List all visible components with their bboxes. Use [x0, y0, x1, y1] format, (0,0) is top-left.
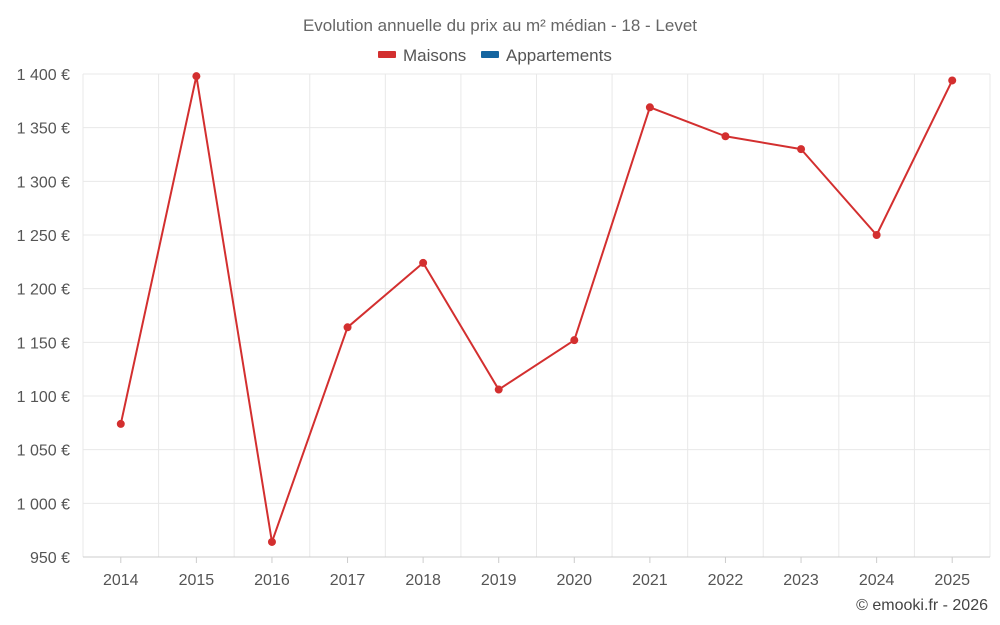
- credit-text: © emooki.fr - 2026: [856, 597, 988, 614]
- legend-label-maisons: Maisons: [403, 46, 466, 65]
- y-tick-label: 950 €: [30, 550, 70, 567]
- grid: [82, 73, 991, 557]
- data-point-maisons[interactable]: [797, 145, 806, 154]
- legend-swatch-maisons: [378, 51, 396, 58]
- data-point-maisons[interactable]: [343, 323, 352, 332]
- x-tick-label: 2015: [179, 572, 215, 589]
- legend-item-appartements[interactable]: Appartements: [481, 46, 612, 65]
- data-point-maisons[interactable]: [267, 537, 276, 546]
- x-tick-label: 2022: [708, 572, 744, 589]
- y-tick-label: 1 000 €: [17, 496, 70, 513]
- y-tick-label: 1 100 €: [17, 389, 70, 406]
- x-tick-label: 2020: [556, 572, 592, 589]
- x-tick-label: 2019: [481, 572, 517, 589]
- x-tick-label: 2024: [859, 572, 895, 589]
- data-point-maisons[interactable]: [419, 258, 428, 267]
- data-point-maisons[interactable]: [872, 231, 881, 239]
- y-tick-label: 1 150 €: [17, 335, 70, 352]
- y-tick-label: 1 250 €: [17, 228, 70, 245]
- x-tick-label: 2016: [254, 572, 290, 589]
- y-tick-label: 1 050 €: [17, 443, 70, 460]
- data-point-maisons[interactable]: [494, 385, 503, 394]
- x-tick-label: 2017: [330, 572, 366, 589]
- y-tick-label: 1 200 €: [17, 282, 70, 299]
- data-point-maisons[interactable]: [570, 336, 579, 345]
- series-layer: [116, 72, 957, 546]
- legend-swatch-appartements: [481, 51, 499, 58]
- legend: Maisons Appartements: [378, 46, 612, 65]
- data-point-maisons[interactable]: [116, 419, 125, 428]
- chart-title: Evolution annuelle du prix au m² médian …: [303, 16, 697, 35]
- data-point-maisons[interactable]: [721, 132, 730, 141]
- y-tick-label: 1 400 €: [17, 67, 70, 84]
- axes: 950 € 1 000 € 1 050 € 1 100 € 1 150 € 1 200 €…: [17, 67, 990, 589]
- y-tick-label: 1 350 €: [17, 121, 70, 138]
- x-tick-label: 2014: [103, 572, 139, 589]
- data-point-maisons[interactable]: [192, 72, 201, 81]
- y-tick-label: 1 300 €: [17, 174, 70, 191]
- legend-label-appartements: Appartements: [506, 46, 612, 65]
- legend-item-maisons[interactable]: Maisons: [378, 46, 466, 65]
- x-tick-label: 2021: [632, 572, 668, 589]
- data-point-maisons[interactable]: [948, 76, 957, 85]
- x-tick-label: 2023: [783, 572, 819, 589]
- series-line-maisons: [119, 75, 954, 543]
- x-tick-label: 2025: [934, 572, 970, 589]
- data-point-maisons[interactable]: [645, 103, 654, 112]
- x-tick-label: 2018: [405, 572, 441, 589]
